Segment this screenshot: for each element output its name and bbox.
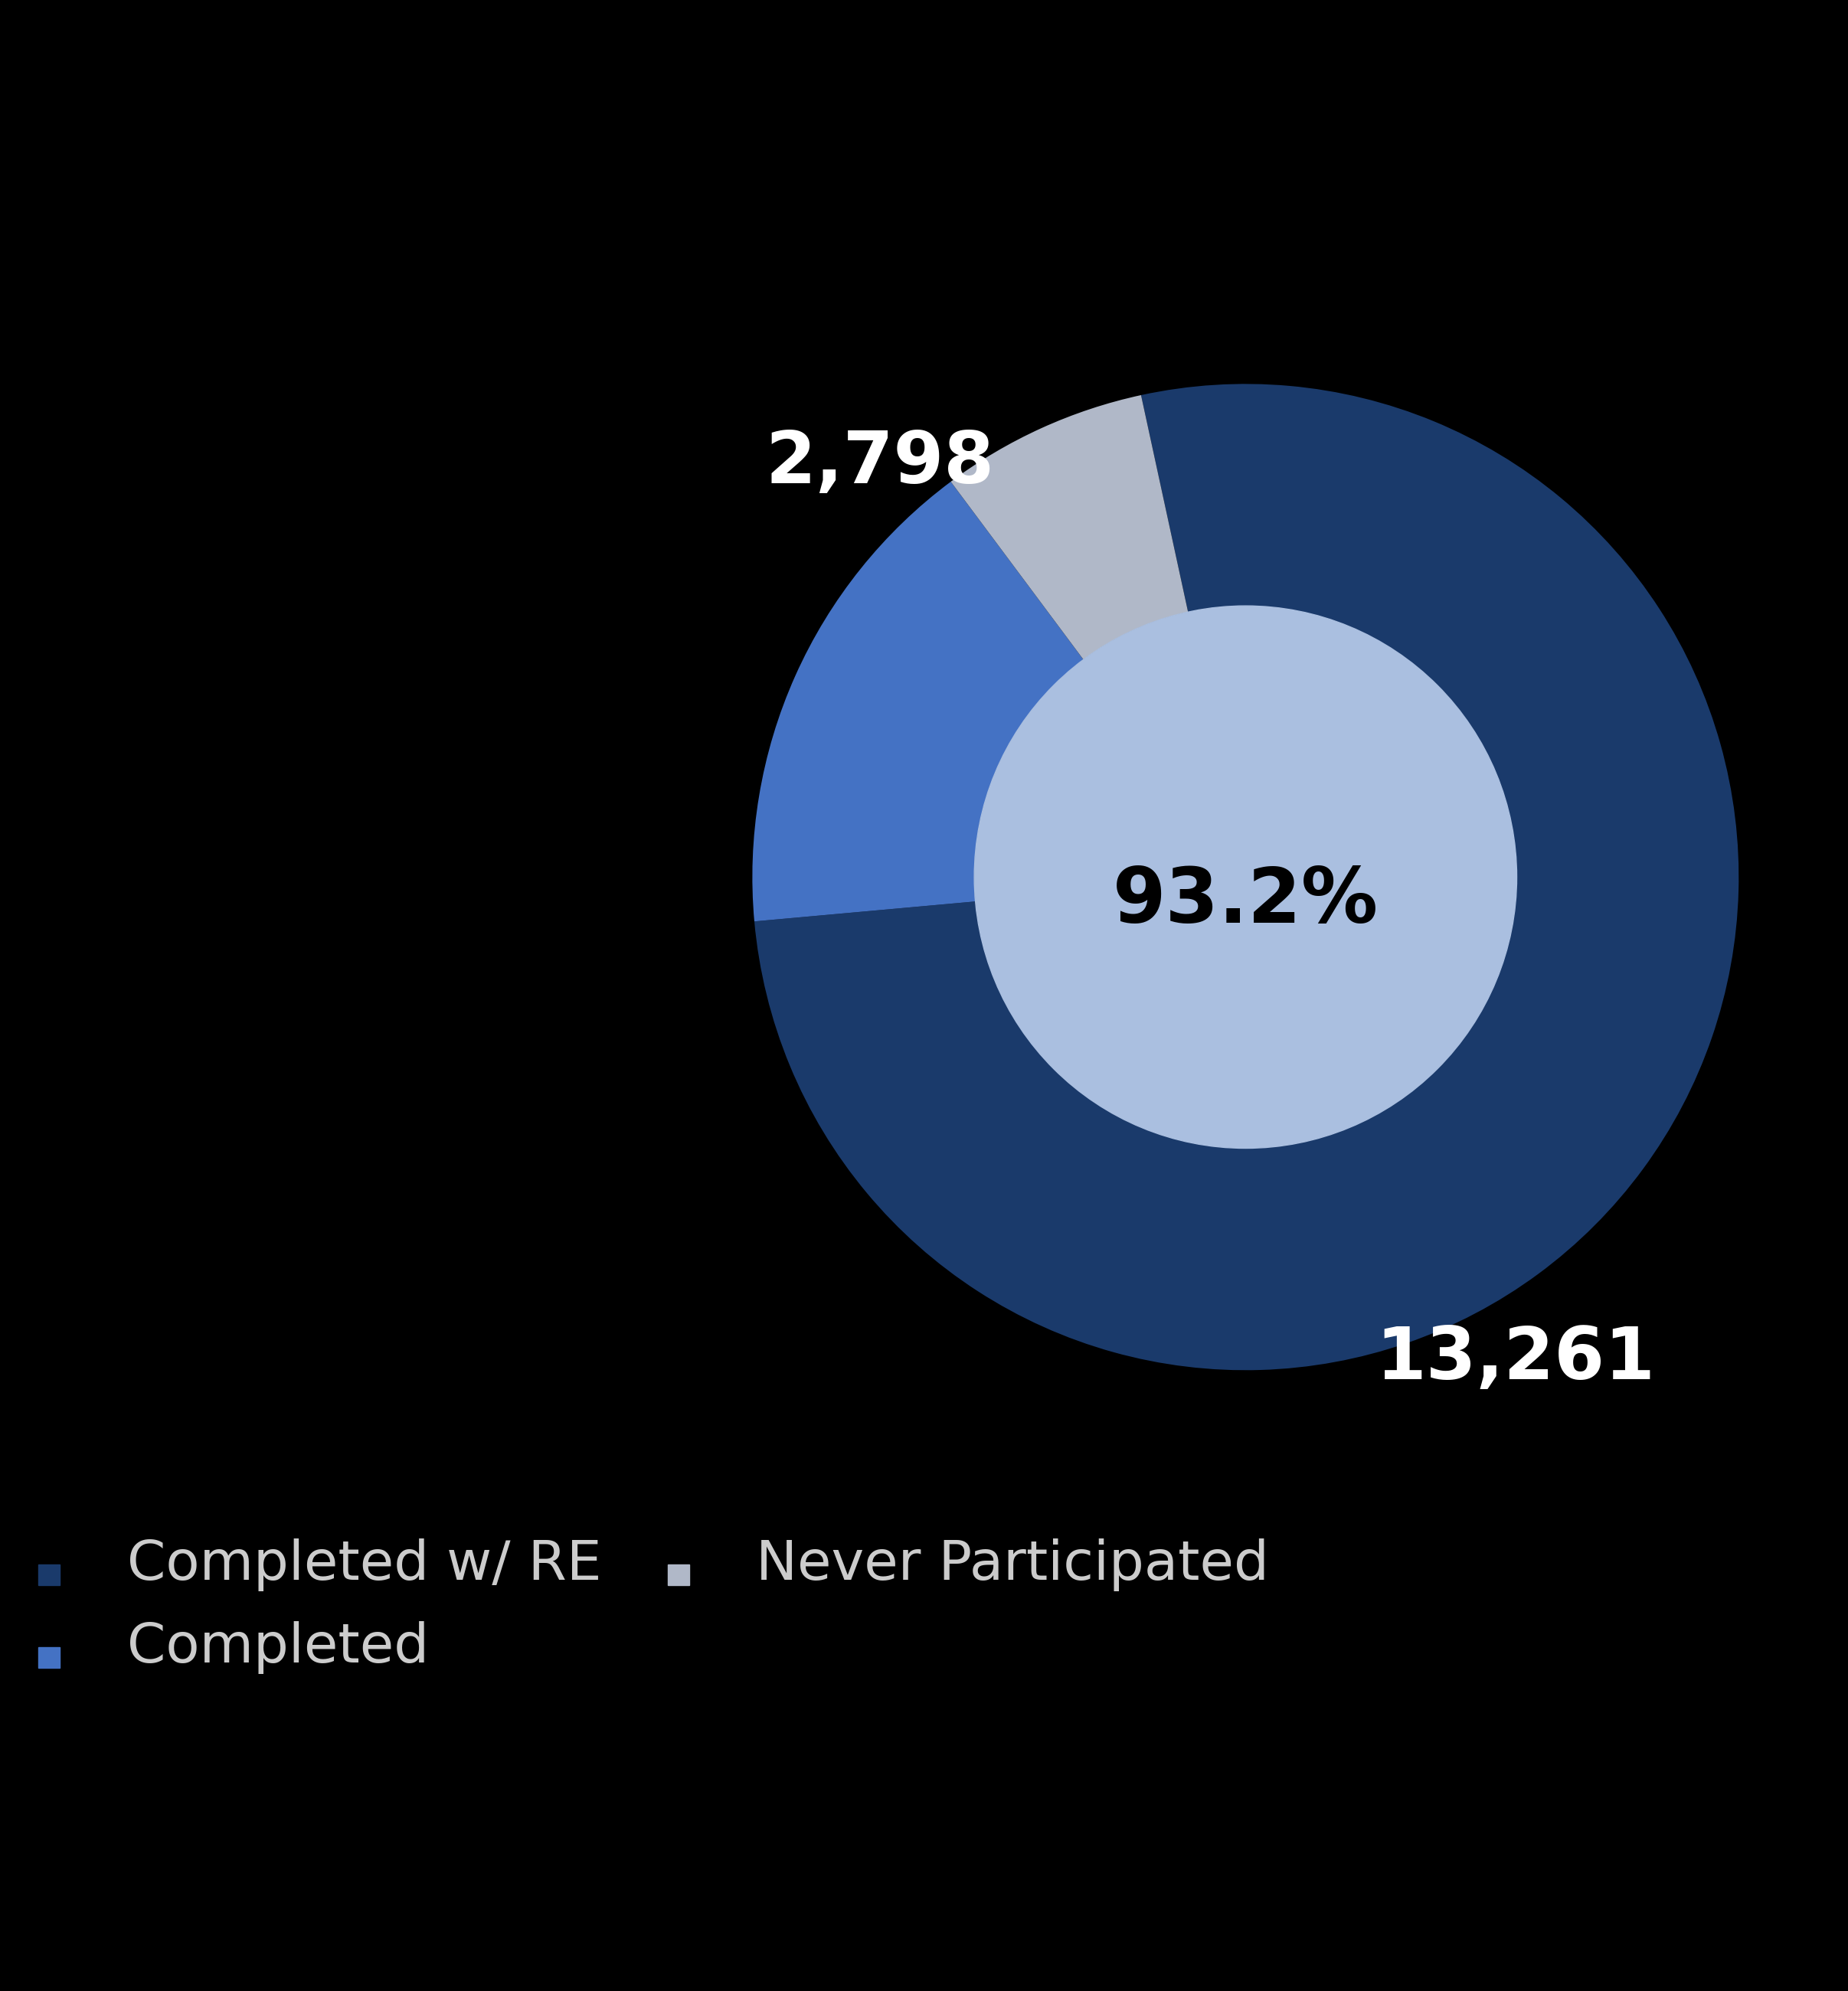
Legend: Completed w/ RE, Completed, Never Participated: Completed w/ RE, Completed, Never Partic… [11,1509,1297,1702]
Wedge shape [754,384,1739,1370]
Wedge shape [752,482,1083,922]
Text: 93.2%: 93.2% [1112,864,1379,940]
Circle shape [974,605,1517,1149]
Wedge shape [952,394,1188,659]
Text: 2,798: 2,798 [765,428,994,498]
Text: 13,261: 13,261 [1375,1324,1656,1394]
